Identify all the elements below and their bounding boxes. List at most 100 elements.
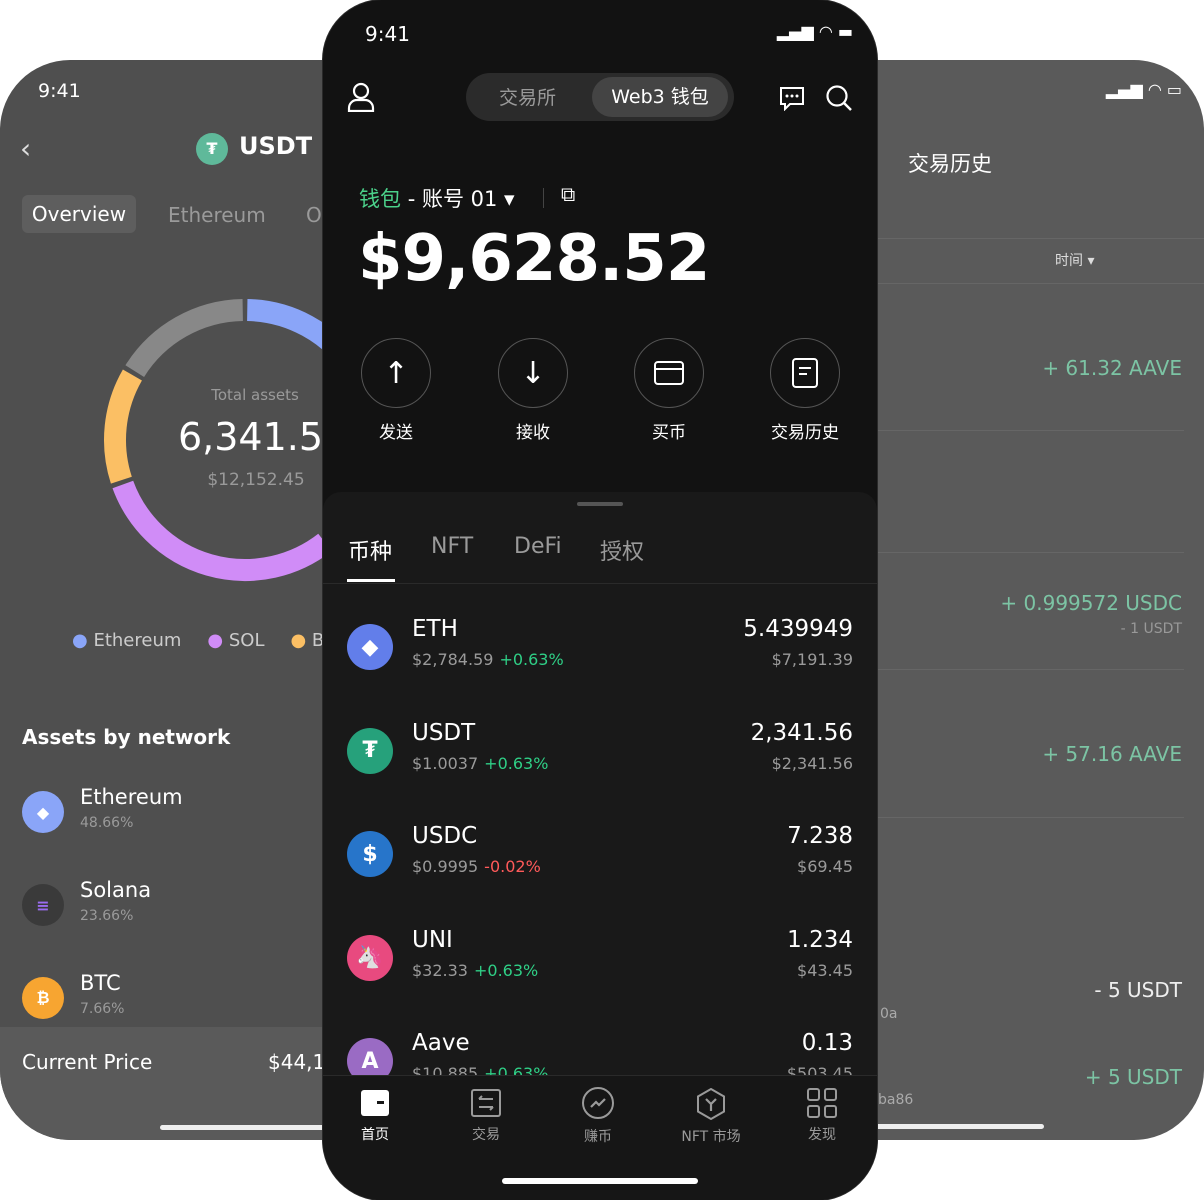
home-indicator <box>160 1125 360 1130</box>
usdc-icon: $ <box>347 831 393 877</box>
network-row-solana[interactable]: ≡ Solana 23.66% <box>22 878 322 938</box>
token-row[interactable]: ◆ ETH $2,784.59 +0.63% 5.439949 $7,191.39 <box>323 604 877 708</box>
tab-nft[interactable]: NFT <box>431 534 474 559</box>
tx-hash: ba86 <box>878 1092 914 1108</box>
drag-handle[interactable] <box>577 502 623 506</box>
network-row-ethereum[interactable]: ◆ Ethereum 48.66% <box>22 785 322 845</box>
token-value: $69.45 <box>797 857 853 876</box>
current-price-value: $44,1 <box>268 1050 326 1074</box>
token-value: $2,341.56 <box>771 753 853 773</box>
tx-sub-amount: - 1 USDT <box>1120 621 1182 637</box>
chart-legend: ● Ethereum ● SOL ● BTC <box>72 630 347 651</box>
tab-exchange[interactable]: 交易所 <box>499 87 557 109</box>
legend-sol: ● SOL <box>207 630 265 651</box>
arrow-down-icon: ↓ <box>498 338 568 408</box>
status-icons: ▂▄▆ ◠ ▬ <box>776 22 853 41</box>
total-assets-value: 6,341.56 <box>178 415 348 459</box>
network-pct: 48.66% <box>80 815 134 831</box>
tab-other[interactable]: O <box>306 203 322 227</box>
nav-trade[interactable]: 交易 <box>431 1088 541 1144</box>
network-name: Solana <box>80 878 152 902</box>
token-price: $2,784.59 +0.63% <box>412 650 564 669</box>
current-price-label: Current Price <box>22 1050 153 1074</box>
copy-icon[interactable]: ⧉ <box>561 182 576 206</box>
token-name: USDT <box>412 719 476 746</box>
token-name: Aave <box>412 1030 470 1056</box>
token-value: $43.45 <box>797 960 853 980</box>
token-name: UNI <box>412 926 453 953</box>
nav-nft-market[interactable]: NFT 市场 <box>656 1088 766 1146</box>
status-time: 9:41 <box>38 80 81 102</box>
tx-amount: + 0.999572 USDC <box>1000 591 1182 615</box>
tab-tokens[interactable]: 币种 <box>348 540 393 565</box>
token-price: $32.33 +0.63% <box>412 960 539 980</box>
page-title: 交易历史 <box>908 152 992 176</box>
network-pct: 7.66% <box>80 1001 125 1017</box>
legend-ethereum: ● Ethereum <box>72 630 182 651</box>
send-button[interactable]: ↑ 发送 <box>346 338 446 443</box>
token-amount: 0.13 <box>801 1030 853 1056</box>
usdt-icon: ₮ <box>347 727 393 774</box>
network-pct: 23.66% <box>80 908 134 924</box>
tab-overview[interactable]: Overview <box>22 195 136 233</box>
segment-sol <box>112 480 332 581</box>
receive-button[interactable]: ↓ 接收 <box>483 338 583 443</box>
tab-approvals[interactable]: 授权 <box>600 540 645 565</box>
tx-amount: + 61.32 AAVE <box>1042 356 1182 380</box>
balance: $9,628.52 <box>358 222 710 296</box>
back-icon[interactable]: ‹ <box>20 132 32 165</box>
token-row[interactable]: $ USDC $0.9995 -0.02% 7.238 $69.45 <box>323 811 877 915</box>
nav-discover[interactable]: 发现 <box>767 1088 877 1144</box>
tab-defi[interactable]: DeFi <box>514 534 562 559</box>
total-assets-label: Total assets <box>211 386 299 404</box>
ethereum-icon: ◆ <box>22 791 64 833</box>
btc-icon: ₿ <box>22 977 64 1019</box>
nav-home[interactable]: 首页 <box>323 1088 430 1144</box>
time-filter-dropdown[interactable]: 时间 ▾ <box>1055 253 1095 269</box>
segment-btc <box>104 369 143 484</box>
network-name: BTC <box>80 971 121 995</box>
status-time: 9:41 <box>365 22 410 46</box>
total-assets-usd: $12,152.45 <box>207 470 305 490</box>
tab-ethereum[interactable]: Ethereum <box>168 203 266 227</box>
tx-hash: 0a <box>880 1006 898 1022</box>
nav-earn[interactable]: 赚币 <box>543 1086 653 1146</box>
eth-icon: ◆ <box>347 624 393 670</box>
wallet-home-screen: 9:41 ▂▄▆ ◠ ▬ 交易所 Web3 钱包 钱包 - 账号 01 ▾ ⧉ … <box>323 0 877 1200</box>
usdt-icon: ₮ <box>196 133 228 165</box>
tx-amount: + 5 USDT <box>1084 1065 1182 1089</box>
token-row[interactable]: 🦄 UNI $32.33 +0.63% 1.234 $43.45 <box>323 915 877 1019</box>
arrow-up-icon: ↑ <box>361 338 431 408</box>
token-row[interactable]: ₮ USDT $1.0037 +0.63% 2,341.56 $2,341.56 <box>323 708 877 812</box>
tx-amount: + 57.16 AAVE <box>1042 742 1182 766</box>
token-amount: 7.238 <box>787 823 853 849</box>
network-row-btc[interactable]: ₿ BTC 7.66% <box>22 971 322 1031</box>
swap-icon <box>471 1089 501 1117</box>
search-icon[interactable] <box>825 84 853 112</box>
solana-icon: ≡ <box>22 884 64 926</box>
token-value: $7,191.39 <box>771 650 853 669</box>
segment-other <box>125 299 244 378</box>
nft-icon <box>697 1088 725 1120</box>
home-icon <box>361 1090 389 1116</box>
tx-amount: - 5 USDT <box>1094 978 1182 1002</box>
section-title: Assets by network <box>22 725 231 749</box>
account-selector[interactable]: 钱包 - 账号 01 ▾ <box>359 187 515 211</box>
card-icon <box>634 338 704 408</box>
uni-icon: 🦄 <box>347 934 393 981</box>
buy-button[interactable]: 买币 <box>619 338 719 443</box>
token-price: $0.9995 -0.02% <box>412 857 541 876</box>
token-name: ETH <box>412 616 458 642</box>
profile-icon[interactable] <box>347 82 375 112</box>
token-amount: 2,341.56 <box>750 719 853 746</box>
history-button[interactable]: 交易历史 <box>755 338 855 443</box>
home-indicator <box>502 1178 698 1184</box>
token-amount: 5.439949 <box>743 616 853 642</box>
earn-icon <box>582 1087 614 1119</box>
document-icon <box>770 338 840 408</box>
tab-web3-wallet[interactable]: Web3 钱包 <box>592 77 728 117</box>
token-price: $1.0037 +0.63% <box>412 753 549 773</box>
message-icon[interactable] <box>778 85 806 111</box>
mode-switch[interactable]: 交易所 Web3 钱包 <box>466 73 734 121</box>
home-indicator <box>870 1124 1044 1129</box>
